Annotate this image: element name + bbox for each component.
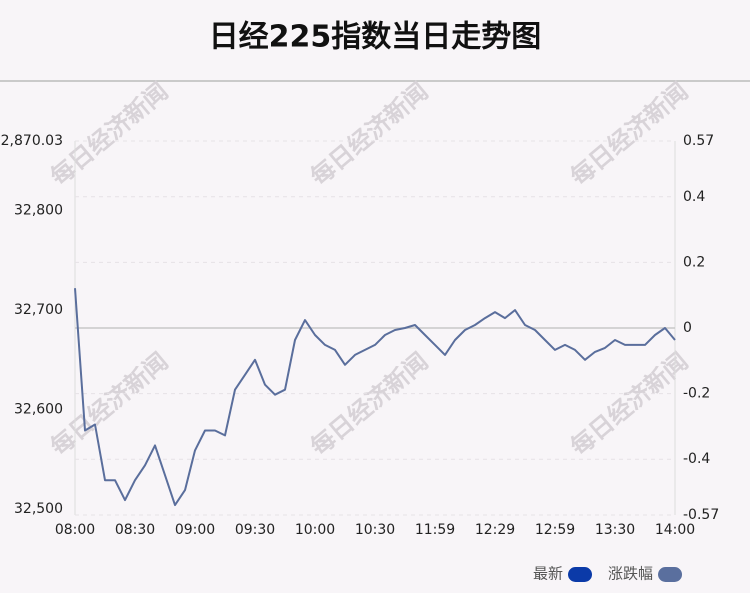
y-tick-label: 32,700 (14, 302, 63, 318)
y-tick-label: 32,600 (14, 402, 63, 418)
y2-tick-label: 0.2 (683, 254, 705, 270)
x-tick-label: 11:59 (415, 522, 455, 538)
legend-label: 涨跌幅 (608, 565, 653, 583)
watermark: 每日经济新闻 (45, 77, 173, 191)
y-tick-label: 32,800 (14, 203, 63, 219)
watermark: 每日经济新闻 (305, 347, 433, 461)
y2-tick-label: 0 (683, 320, 692, 336)
y2-tick-label: -0.4 (683, 451, 710, 467)
x-tick-label: 09:30 (235, 522, 275, 538)
x-tick-label: 08:30 (115, 522, 155, 538)
watermark: 每日经济新闻 (565, 77, 693, 191)
y2-tick-label: 0.4 (683, 189, 705, 205)
y2-tick-label: 0.57 (683, 133, 714, 149)
price-line (74, 288, 676, 507)
y-tick-label: 32,870.03 (0, 133, 63, 149)
x-tick-label: 10:30 (355, 522, 395, 538)
x-tick-label: 12:59 (535, 522, 575, 538)
x-tick-label: 13:30 (595, 522, 635, 538)
watermark: 每日经济新闻 (45, 347, 173, 461)
legend-swatch (568, 567, 593, 582)
watermark: 每日经济新闻 (565, 347, 693, 461)
y2-tick-label: -0.57 (683, 507, 719, 523)
chart-title: 日经225指数当日走势图 (209, 20, 542, 55)
legend-swatch (658, 567, 683, 582)
x-tick-label: 14:00 (655, 522, 695, 538)
x-tick-label: 08:00 (55, 522, 95, 538)
y2-tick-label: -0.2 (683, 386, 710, 402)
x-tick-label: 10:00 (295, 522, 335, 538)
x-tick-label: 09:00 (175, 522, 215, 538)
y-tick-label: 32,500 (14, 501, 63, 517)
legend-label: 最新 (533, 565, 563, 583)
watermark: 每日经济新闻 (305, 77, 433, 191)
x-tick-label: 12:29 (475, 522, 515, 538)
